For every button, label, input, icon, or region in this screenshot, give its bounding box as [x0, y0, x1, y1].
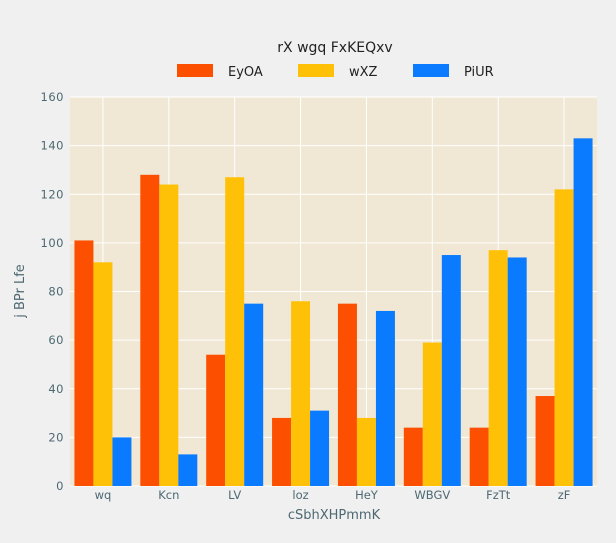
x-tick-label: loz [292, 488, 308, 502]
bar-EyOA-Kcn [140, 174, 160, 487]
y-tick-label: 100 [41, 236, 64, 250]
legend-swatch-PiUR [413, 64, 449, 77]
x-tick-label: zF [558, 488, 571, 502]
x-axis-label: cSbhXHPmmK [288, 508, 381, 523]
y-tick-label: 140 [41, 139, 64, 153]
bar-wXZ-wq [93, 262, 113, 486]
legend: EyOA wXZ PiUR [177, 64, 494, 80]
y-tick-label: 0 [56, 479, 64, 493]
bar-PiUR-FzTt [507, 257, 527, 486]
bar-PiUR-loz [310, 410, 330, 486]
legend-label-PiUR: PiUR [464, 65, 494, 80]
legend-swatch-EyOA [177, 64, 213, 77]
bar-wXZ-Kcn [159, 184, 179, 486]
bar-PiUR-wq [112, 437, 132, 486]
y-axis-label: j BPr Lfe [13, 264, 28, 319]
bar-EyOA-LV [206, 354, 226, 486]
bar-PiUR-HeY [375, 310, 395, 486]
bar-EyOA-WBGV [403, 427, 423, 486]
bar-wXZ-LV [225, 177, 245, 486]
bar-PiUR-zF [573, 138, 593, 487]
bar-EyOA-loz [272, 417, 292, 486]
bar-PiUR-WBGV [441, 255, 461, 486]
y-tick-label: 80 [48, 285, 64, 299]
bar-PiUR-LV [244, 303, 264, 486]
chart-title: rX wgq FxKEQxv [277, 40, 392, 56]
x-tick-label: HeY [355, 488, 379, 502]
x-tick-label: FzTt [486, 488, 511, 502]
bar-EyOA-zF [535, 396, 555, 486]
y-tick-label: 40 [48, 382, 64, 396]
bar-wXZ-HeY [356, 417, 376, 486]
x-tick-label: WBGV [414, 488, 450, 502]
bar-EyOA-HeY [337, 303, 357, 486]
y-tick-label: 120 [41, 187, 64, 201]
bar-wXZ-FzTt [488, 250, 508, 486]
y-tick-label: 60 [48, 333, 64, 347]
bar-wXZ-loz [291, 301, 311, 486]
legend-label-EyOA: EyOA [228, 65, 263, 80]
bar-wXZ-zF [554, 189, 574, 486]
x-tick-label: Kcn [158, 488, 179, 502]
y-tick-label: 160 [41, 90, 64, 104]
x-tick-label: LV [228, 488, 241, 502]
y-tick-labels: 0 20 40 60 80 100 120 140 160 [41, 90, 64, 493]
bar-EyOA-wq [74, 240, 94, 486]
bar-EyOA-FzTt [469, 427, 489, 486]
x-tick-label: wq [95, 488, 112, 502]
bars [74, 138, 593, 487]
bar-PiUR-Kcn [178, 454, 198, 486]
bar-wXZ-WBGV [422, 342, 442, 486]
legend-label-wXZ: wXZ [349, 65, 378, 80]
legend-swatch-wXZ [298, 64, 334, 77]
x-tick-labels: wq Kcn LV loz HeY WBGV FzTt zF [95, 488, 571, 502]
y-tick-label: 20 [48, 430, 64, 444]
